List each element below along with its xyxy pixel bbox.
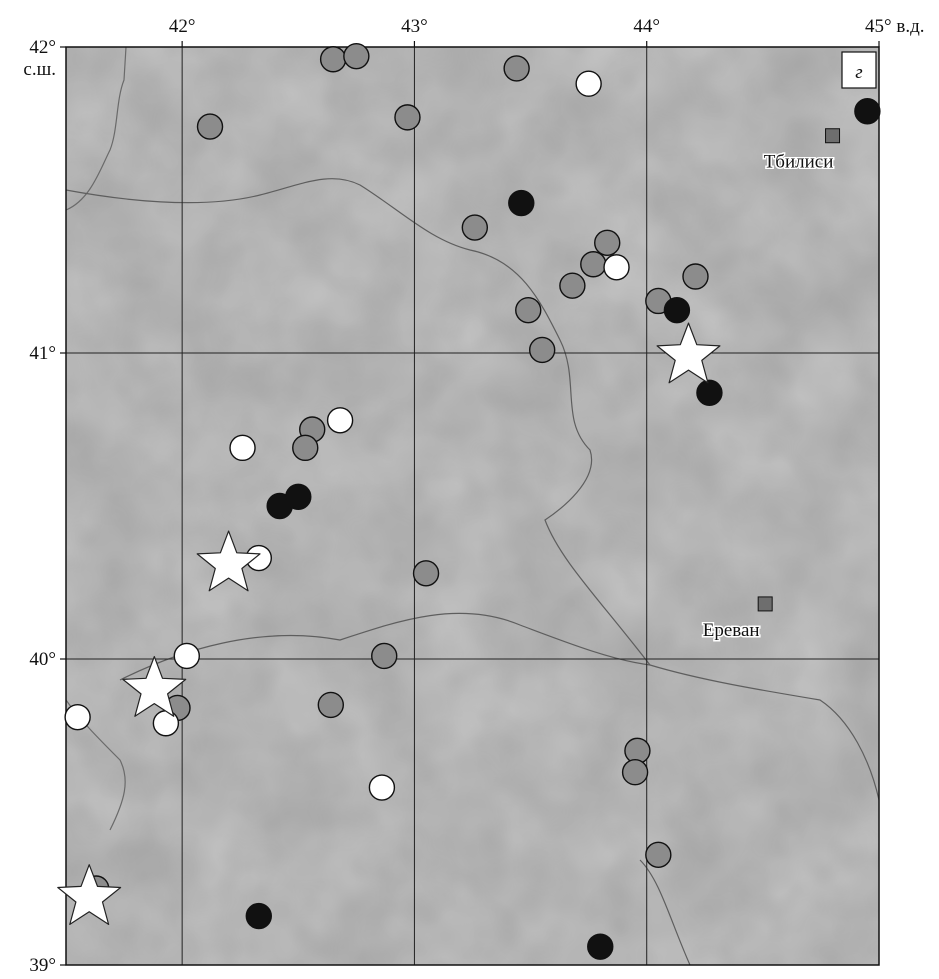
panel-letter-box: г <box>841 51 877 89</box>
black-event-marker <box>663 296 691 324</box>
white-event-marker <box>229 434 256 462</box>
gray-event-marker <box>515 296 542 324</box>
lat-tick-label: 41° <box>29 343 56 364</box>
city-label: Тбилиси <box>764 152 834 173</box>
gray-event-marker <box>412 560 440 587</box>
map-frame <box>65 46 880 966</box>
lat-tick-label: 40° <box>29 649 56 670</box>
gray-event-marker <box>580 251 607 278</box>
gray-event-marker <box>461 214 489 241</box>
black-event-marker <box>854 98 881 125</box>
city-marker <box>757 596 773 612</box>
gray-event-marker <box>621 759 649 786</box>
coordinate-grid <box>60 41 880 966</box>
coastline <box>65 46 127 211</box>
gray-event-marker <box>343 42 370 70</box>
lat-tick-label: 42° <box>29 37 56 58</box>
border-line-3 <box>639 859 691 966</box>
gray-event-marker <box>503 55 530 82</box>
gray-event-marker <box>394 104 421 131</box>
lat-suffix-label: с.ш. <box>23 59 56 80</box>
gray-event-marker <box>528 336 556 364</box>
panel-letter: г <box>855 62 862 83</box>
gray-event-marker <box>319 46 347 73</box>
gray-event-marker <box>682 263 709 290</box>
white-event-marker <box>603 254 630 281</box>
gray-event-marker <box>371 642 398 670</box>
lon-tick-label: 44° <box>633 16 660 37</box>
lat-tick-label: 39° <box>29 955 56 976</box>
border-line-2 <box>119 612 651 681</box>
gray-event-marker <box>317 691 345 719</box>
black-event-marker <box>245 902 272 930</box>
white-event-marker <box>326 407 354 434</box>
gray-event-marker <box>559 272 586 299</box>
lon-tick-label: 43° <box>401 16 428 37</box>
gray-event-marker <box>594 229 621 257</box>
lon-tick-label: 45° в.д. <box>865 16 925 37</box>
star-markers <box>57 322 721 925</box>
star-marker <box>57 864 122 925</box>
gray-event-marker <box>645 841 672 869</box>
black-event-marker <box>285 483 312 511</box>
city-marker <box>825 128 841 144</box>
star-marker <box>122 656 187 717</box>
star-marker <box>656 322 721 384</box>
lon-tick-label: 42° <box>169 16 196 37</box>
white-event-marker <box>152 710 180 737</box>
black-event-marker <box>587 933 614 960</box>
gray-event-marker <box>292 434 319 462</box>
black-event-marker <box>508 189 535 217</box>
white-event-marker <box>575 70 602 97</box>
white-event-marker <box>64 703 91 731</box>
star-marker <box>196 530 261 592</box>
relief-shadow-texture <box>66 47 879 965</box>
white-event-marker <box>368 774 396 801</box>
black-event-marker <box>696 379 723 406</box>
border-line <box>65 178 880 801</box>
city-label: Ереван <box>703 620 760 641</box>
axis-labels: 42° 43° 44° 45° в.д.42°с.ш.41°40°39° <box>23 16 924 976</box>
gray-event-marker <box>196 113 224 140</box>
white-event-marker <box>173 642 200 670</box>
cities: Тбилиси Ереван <box>701 128 841 642</box>
